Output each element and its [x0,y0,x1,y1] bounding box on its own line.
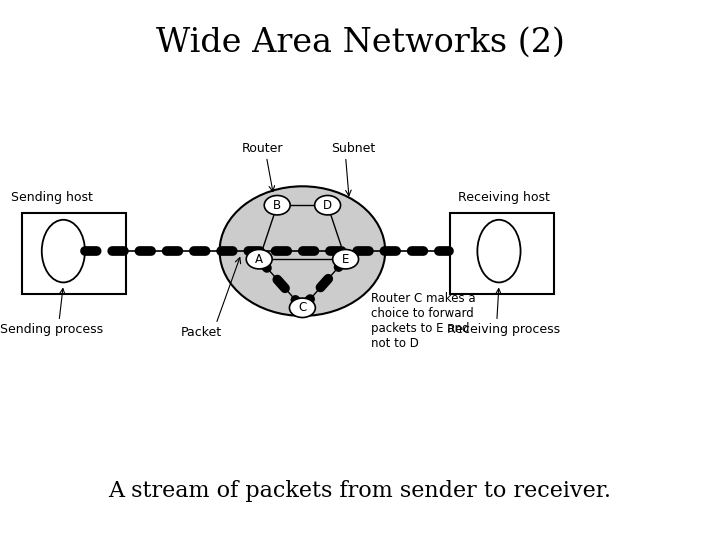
Circle shape [333,249,359,269]
Ellipse shape [42,220,85,282]
Text: E: E [342,253,349,266]
Circle shape [289,298,315,318]
Circle shape [315,195,341,215]
Text: C: C [298,301,307,314]
Text: Wide Area Networks (2): Wide Area Networks (2) [156,27,564,59]
Text: Sending process: Sending process [0,323,104,336]
Text: D: D [323,199,332,212]
Text: B: B [273,199,282,212]
Text: A stream of packets from sender to receiver.: A stream of packets from sender to recei… [109,481,611,502]
Circle shape [246,249,272,269]
Text: Packet: Packet [181,326,222,339]
Text: Router: Router [242,142,284,155]
Text: Receiving process: Receiving process [447,323,561,336]
Ellipse shape [220,186,385,316]
Circle shape [264,195,290,215]
Bar [22,213,126,294]
Text: Receiving host: Receiving host [458,191,550,204]
Text: Router C makes a
choice to forward
packets to E and
not to D: Router C makes a choice to forward packe… [371,292,475,349]
Text: A: A [255,253,264,266]
Bar [450,213,554,294]
Ellipse shape [477,220,521,282]
Text: Sending host: Sending host [11,191,93,204]
Text: Subnet: Subnet [330,142,375,155]
